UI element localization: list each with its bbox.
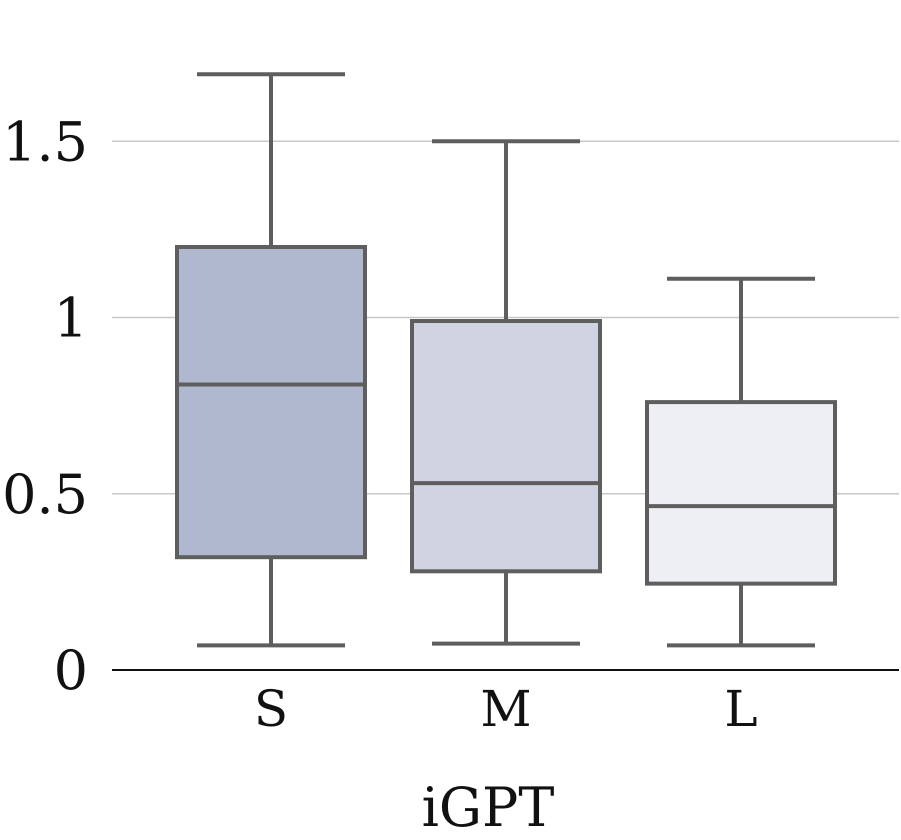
y-tick-label: 0 [54,639,88,702]
x-tick-label-M: M [480,680,531,738]
y-axis-ticks: 0 0.5 1 1.5 [2,110,88,702]
x-tick-label-S: S [254,680,288,738]
box-group-M [410,139,602,646]
iqr-box [175,245,367,560]
y-tick-label: 1 [54,287,88,350]
box-plots [175,72,837,648]
y-tick-label: 1.5 [2,110,88,173]
x-tick-label-L: L [724,680,757,738]
iqr-box [410,319,602,574]
box-group-L [645,276,837,648]
y-tick-label: 0.5 [2,463,88,526]
box-group-S [175,72,367,648]
iqr-box [645,400,837,586]
x-axis-title: iGPT [422,776,555,839]
